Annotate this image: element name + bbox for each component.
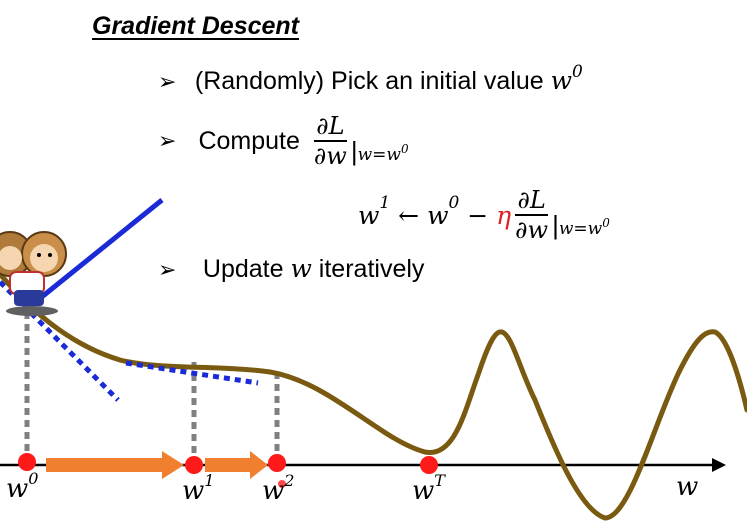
guide-lines [24, 312, 280, 460]
evaluation-bar: | [552, 209, 559, 240]
w-axis-arrowhead [712, 458, 726, 472]
update-arrow: ← [390, 200, 428, 230]
learning-rate-eta: η [496, 200, 512, 230]
update-lhs-sup: 1 [379, 193, 391, 213]
bullet-pick-initial-text: (Randomly) Pick an initial value [194, 67, 551, 95]
point-w1 [185, 456, 203, 474]
bullet-arrow-icon: ➢ [158, 69, 177, 94]
bullet-update-text-before: Update [202, 255, 291, 283]
step-arrow-icon [46, 451, 184, 479]
bullet-pick-initial: ➢ (Randomly) Pick an initial value w0 [158, 62, 583, 96]
bullet-arrow-icon: ➢ [158, 257, 177, 282]
axis-label-wT: wT [412, 471, 445, 506]
tangent-line-dotted-flat [125, 360, 259, 386]
derivative-numerator: ∂L [316, 112, 345, 140]
axis-label-w2: w2 [262, 471, 295, 506]
bullet-arrow-icon: ➢ [158, 128, 177, 153]
loss-curve [0, 271, 747, 521]
update-derivative-denominator: ∂w [515, 216, 549, 244]
derivative-denominator: ∂w [313, 142, 347, 170]
update-derivative-numerator: ∂L [517, 186, 546, 214]
character-icon [0, 231, 67, 316]
update-minus: − [459, 200, 497, 230]
bullet-pick-initial-sup: 0 [572, 62, 583, 82]
point-wT [420, 456, 438, 474]
update-w0-sup: 0 [448, 193, 460, 213]
axis-label-w1: w1 [182, 471, 215, 506]
point-w0 [18, 453, 36, 471]
point-w2-marker [278, 480, 286, 488]
evaluation-bar: | [350, 135, 358, 166]
update-lhs: w [358, 200, 380, 230]
page-title: Gradient Descent [92, 12, 300, 40]
bullet-pick-initial-var: w [550, 66, 572, 95]
fraction-bar [515, 214, 549, 216]
tangent-line-steep [36, 198, 164, 302]
axis-label-w: w [676, 472, 699, 502]
update-evaluation-subscript: w=w0 [558, 216, 610, 239]
bullet-compute: ➢ Compute ∂L ∂w | w=w0 [158, 112, 409, 170]
point-w2 [268, 454, 286, 472]
bullet-compute-text: Compute [198, 126, 300, 155]
step-arrow-icon [205, 451, 268, 479]
bullet-update-text-after: iteratively [311, 255, 425, 283]
axis-label-w0: w0 [6, 469, 39, 504]
fraction-bar [313, 140, 347, 142]
bullet-update-var: w [290, 254, 312, 283]
derivative-fraction: ∂L ∂w [313, 112, 347, 170]
update-derivative-fraction: ∂L ∂w [515, 186, 549, 244]
update-w0: w [427, 200, 449, 230]
evaluation-subscript: w=w0 [357, 142, 409, 165]
bullet-update: ➢ Update w iteratively [158, 254, 424, 284]
